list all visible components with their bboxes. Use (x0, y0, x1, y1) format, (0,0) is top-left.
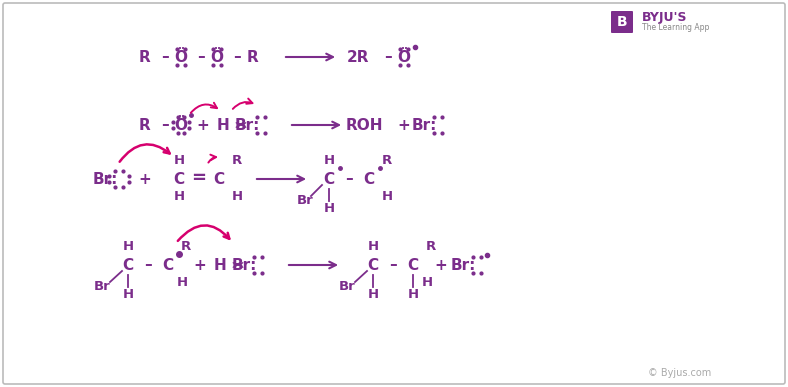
Text: H: H (367, 288, 378, 301)
FancyBboxPatch shape (3, 3, 785, 384)
Text: –: – (197, 50, 205, 65)
Text: H: H (217, 118, 229, 132)
Text: H: H (323, 202, 335, 216)
Text: +: + (197, 118, 210, 132)
Text: H: H (122, 288, 133, 301)
Text: H: H (173, 190, 184, 204)
Text: +: + (398, 118, 411, 132)
Text: R: R (139, 118, 151, 132)
Text: Br:: Br: (232, 257, 257, 272)
Text: –: – (389, 257, 397, 272)
Text: Br:: Br: (92, 171, 117, 187)
Text: C: C (214, 171, 225, 187)
Text: –: – (384, 50, 392, 65)
Text: C: C (162, 257, 173, 272)
Text: 2R: 2R (347, 50, 370, 65)
Text: R: R (426, 240, 436, 253)
Text: © Byjus.com: © Byjus.com (649, 368, 712, 378)
Text: H: H (381, 190, 392, 204)
Text: H: H (422, 276, 433, 289)
Text: =: = (191, 169, 206, 187)
Text: H: H (232, 190, 243, 204)
Text: R: R (181, 240, 191, 253)
Text: C: C (363, 171, 374, 187)
Text: –: – (161, 50, 169, 65)
Text: BYJU'S: BYJU'S (642, 12, 687, 24)
Text: R: R (247, 50, 259, 65)
Text: C: C (407, 257, 418, 272)
Text: Ö: Ö (174, 118, 188, 132)
Text: +: + (435, 257, 448, 272)
Text: H: H (177, 276, 188, 289)
Text: R: R (232, 154, 242, 168)
Text: H: H (214, 257, 226, 272)
Text: Br: Br (339, 281, 355, 293)
Text: H: H (173, 154, 184, 168)
Text: +: + (139, 171, 151, 187)
Text: H: H (367, 240, 378, 253)
Text: Ö: Ö (174, 50, 188, 65)
Text: H: H (407, 288, 418, 301)
Text: –: – (345, 171, 353, 187)
Text: R: R (382, 154, 392, 168)
Text: Ö: Ö (397, 50, 411, 65)
Text: Ö: Ö (210, 50, 224, 65)
Text: Br: Br (296, 195, 314, 207)
Text: Br:: Br: (411, 118, 437, 132)
Text: R: R (139, 50, 151, 65)
Text: Br: Br (94, 281, 110, 293)
Text: C: C (122, 257, 133, 272)
Text: B: B (617, 15, 627, 29)
Text: Br:: Br: (450, 257, 476, 272)
Text: C: C (323, 171, 335, 187)
Text: ROH: ROH (345, 118, 383, 132)
Text: C: C (173, 171, 184, 187)
Text: The Learning App: The Learning App (642, 24, 709, 33)
Text: –: – (161, 118, 169, 132)
Text: H: H (122, 240, 133, 253)
Text: –: – (144, 257, 152, 272)
Text: Br:: Br: (234, 118, 260, 132)
Text: –: – (233, 50, 241, 65)
Text: H: H (323, 154, 335, 168)
FancyBboxPatch shape (611, 11, 633, 33)
Text: C: C (367, 257, 378, 272)
Text: +: + (194, 257, 206, 272)
